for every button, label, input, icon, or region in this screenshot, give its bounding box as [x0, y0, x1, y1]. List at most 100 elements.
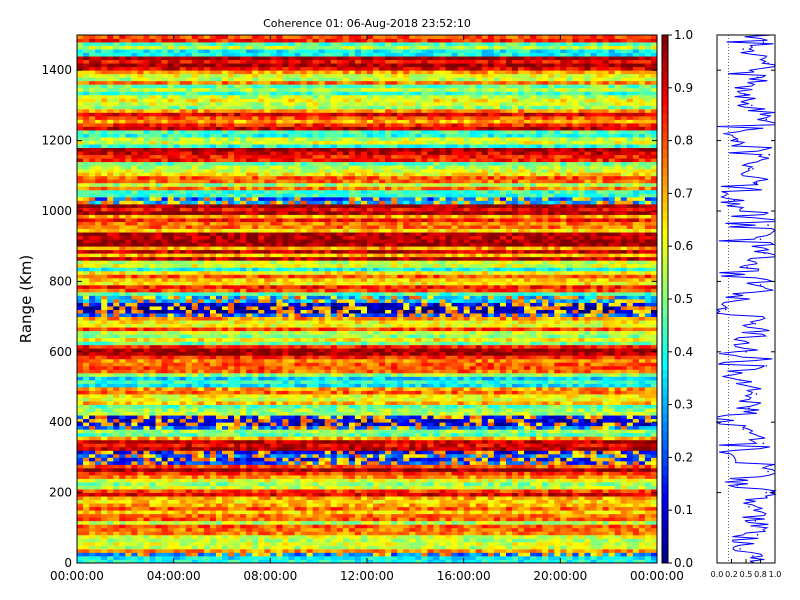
heatmap-cell — [493, 478, 501, 483]
heatmap-cell — [632, 436, 640, 441]
heatmap-cell — [89, 376, 96, 381]
heatmap-cell — [149, 453, 156, 458]
heatmap-cell — [439, 436, 446, 441]
heatmap-cell — [360, 467, 368, 472]
heatmap-cell — [107, 492, 114, 497]
heatmap-cell — [475, 383, 483, 388]
heatmap-cell — [258, 531, 265, 536]
heatmap-cell — [119, 422, 126, 427]
heatmap-cell — [518, 467, 525, 472]
heatmap-cell — [282, 485, 289, 490]
heatmap-cell — [360, 552, 368, 557]
heatmap-cell — [83, 418, 90, 423]
heatmap-cell — [125, 387, 132, 391]
heatmap-cell — [185, 534, 193, 539]
heatmap-cell — [125, 506, 132, 511]
heatmap-cell — [397, 538, 404, 543]
heatmap-cell — [487, 471, 495, 476]
heatmap-cell — [258, 534, 265, 539]
heatmap-cell — [433, 520, 440, 525]
heatmap-cell — [155, 436, 162, 441]
heatmap-cell — [572, 464, 579, 469]
heatmap-cell — [125, 478, 132, 483]
heatmap-cell — [409, 439, 416, 444]
heatmap-cell — [222, 397, 229, 402]
heatmap-cell — [288, 439, 295, 444]
heatmap-cell — [499, 425, 507, 430]
heatmap-cell — [270, 390, 277, 395]
heatmap-cell — [197, 531, 205, 536]
heatmap-cell — [258, 418, 265, 423]
heatmap-cell — [644, 513, 652, 518]
heatmap-cell — [391, 401, 398, 405]
heatmap-cell — [318, 457, 326, 462]
heatmap-cell — [566, 534, 573, 539]
heatmap-cell — [300, 506, 307, 511]
heatmap-cell — [161, 450, 169, 455]
heatmap-cell — [330, 541, 338, 546]
heatmap-cell — [397, 418, 404, 423]
heatmap-cell — [125, 418, 132, 423]
heatmap-cells — [77, 35, 658, 564]
heatmap-cell — [499, 545, 507, 550]
heatmap-cell — [354, 524, 362, 529]
heatmap-cell — [524, 379, 531, 384]
heatmap-cell — [518, 492, 525, 497]
heatmap-cell — [246, 387, 253, 391]
heatmap-cell — [505, 397, 513, 402]
heatmap-cell — [499, 478, 507, 483]
heatmap-cell — [342, 394, 350, 398]
heatmap-cell — [602, 443, 610, 448]
heatmap-cell — [391, 492, 398, 497]
heatmap-cell — [554, 464, 561, 469]
heatmap-cell — [149, 446, 156, 451]
heatmap-cell — [252, 397, 259, 402]
heatmap-cell — [228, 510, 235, 515]
heatmap-cell — [179, 559, 187, 564]
heatmap-cell — [560, 548, 567, 553]
heatmap-cell — [548, 446, 555, 451]
heatmap-cell — [536, 510, 543, 515]
heatmap-cell — [596, 467, 604, 472]
heatmap-cell — [131, 467, 138, 472]
heatmap-cell — [463, 513, 471, 518]
heatmap-cell — [312, 520, 320, 525]
heatmap-cell — [324, 520, 332, 525]
heatmap-cell — [421, 404, 428, 409]
heatmap-cell — [415, 548, 422, 553]
heatmap-cell — [596, 418, 604, 423]
heatmap-cell — [197, 467, 205, 472]
heatmap-cell — [330, 397, 338, 402]
heatmap-cell — [161, 492, 169, 497]
heatmap-cell — [481, 411, 489, 416]
heatmap-cell — [306, 450, 314, 455]
heatmap-cell — [288, 415, 295, 420]
heatmap-cell — [270, 425, 277, 430]
heatmap-cell — [270, 460, 277, 465]
heatmap-cell — [463, 524, 471, 529]
heatmap-cell — [499, 538, 507, 543]
heatmap-cell — [282, 415, 289, 420]
heatmap-cell — [137, 394, 144, 398]
heatmap-cell — [125, 475, 132, 479]
heatmap-cell — [167, 432, 175, 437]
heatmap-cell — [300, 541, 307, 546]
heatmap-cell — [258, 520, 265, 525]
heatmap-cell — [288, 524, 295, 529]
heatmap-cell — [173, 439, 181, 444]
heatmap-cell — [161, 555, 169, 560]
heatmap-cell — [191, 453, 199, 458]
heatmap-cell — [203, 457, 211, 462]
heatmap-cell — [457, 467, 465, 472]
heatmap-cell — [173, 432, 181, 437]
heatmap-cell — [119, 425, 126, 430]
heatmap-cell — [264, 548, 271, 553]
heatmap-cell — [119, 453, 126, 458]
heatmap-cell — [560, 513, 567, 518]
heatmap-cell — [445, 404, 452, 409]
heatmap-cell — [638, 464, 646, 469]
heatmap-cell — [330, 467, 338, 472]
heatmap-cell — [83, 475, 90, 479]
heatmap-cell — [493, 401, 501, 405]
heatmap-cell — [367, 475, 374, 479]
